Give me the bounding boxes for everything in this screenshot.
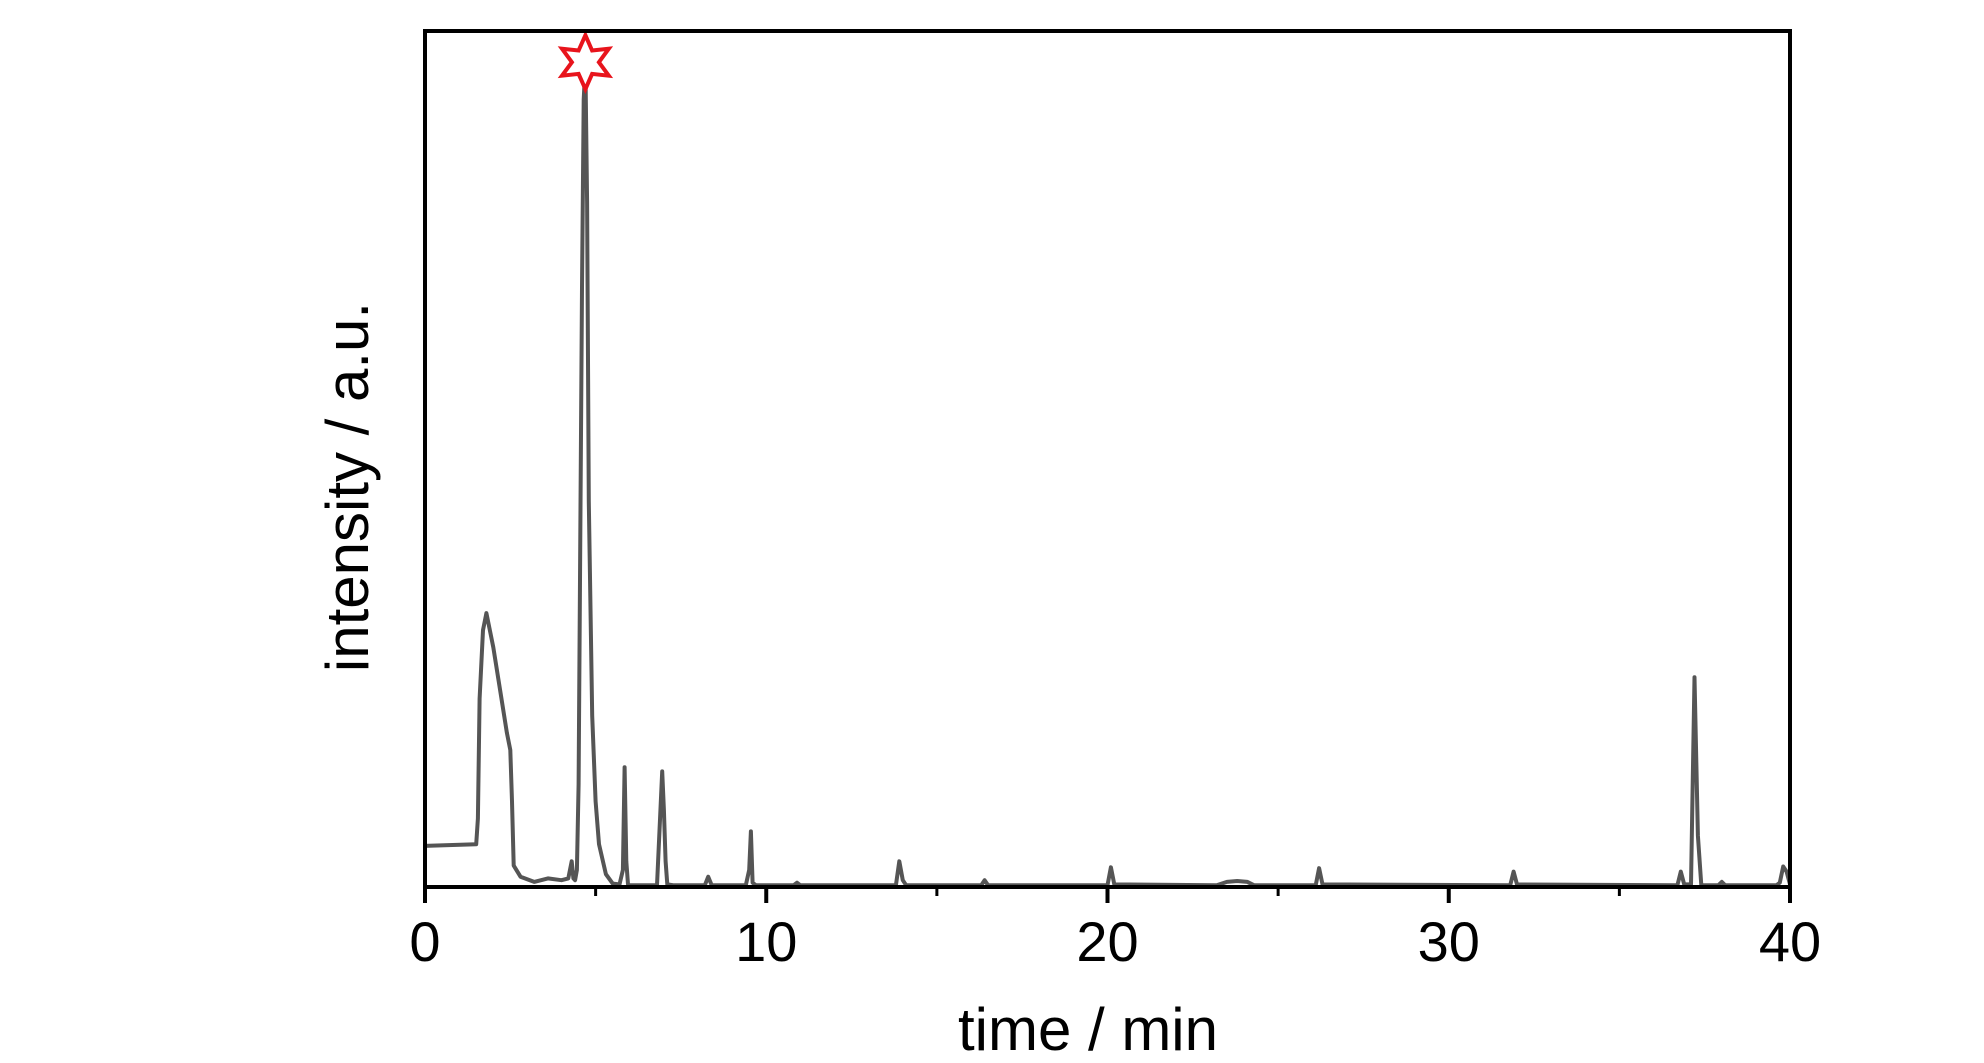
x-axis-label: time / min [958,996,1218,1063]
plot-area [424,30,1792,888]
plot-frame [423,29,1792,889]
x-tick-label-40: 40 [1759,910,1821,973]
x-tick-label-0: 0 [409,910,440,973]
series-line-0 [424,63,1792,888]
x-tick-label-10: 10 [735,910,797,973]
star-icon [557,30,614,95]
x-tick-label-20: 20 [1076,910,1138,973]
x-tick-label-30: 30 [1418,910,1480,973]
axes: 0 10 20 30 40 [409,29,1821,973]
y-axis-label: intensity / a.u. [314,302,381,672]
